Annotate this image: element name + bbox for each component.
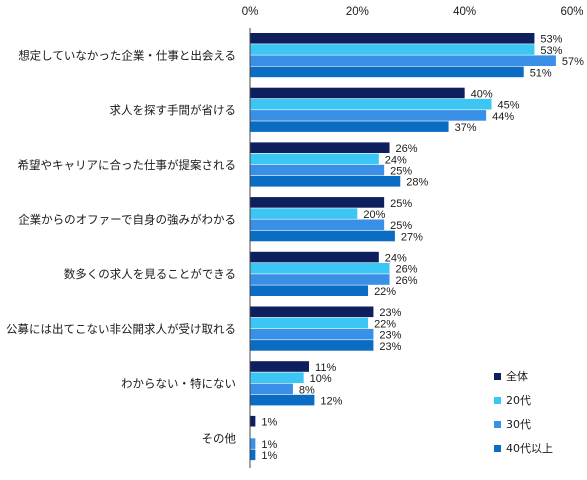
bar (250, 197, 385, 208)
x-tick-label: 40% (453, 6, 476, 18)
bar (250, 438, 256, 449)
legend-swatch (494, 421, 501, 428)
bar (250, 153, 379, 165)
bar (250, 219, 385, 231)
data-label: 25% (390, 220, 412, 232)
data-label: 44% (492, 111, 514, 123)
bar (250, 142, 390, 153)
bar (250, 87, 465, 99)
category-label: 企業からのオファーで自身の強みがわかる (18, 213, 236, 227)
data-label: 12% (320, 396, 342, 408)
x-tick-label: 20% (346, 6, 369, 18)
bar (250, 328, 374, 340)
legend-label: 全体 (506, 369, 528, 383)
category-label: 求人を探す手間が省ける (110, 103, 237, 117)
bar (250, 55, 556, 66)
data-label: 25% (390, 198, 412, 210)
data-label: 53% (540, 45, 562, 57)
data-label: 22% (374, 318, 396, 330)
data-label: 53% (540, 34, 562, 46)
bar (250, 176, 401, 187)
category-label: 希望やキャリアに合った仕事が提案される (18, 158, 237, 172)
bar (250, 230, 395, 242)
bar (250, 449, 256, 461)
bar (250, 394, 315, 406)
data-label: 28% (406, 177, 428, 189)
data-label: 26% (396, 275, 418, 287)
data-label: 40% (471, 88, 493, 100)
data-label: 27% (401, 231, 423, 243)
data-label: 1% (261, 450, 277, 462)
bar (250, 110, 487, 121)
bar (250, 121, 449, 132)
data-label: 1% (261, 417, 277, 429)
bar (250, 208, 358, 219)
data-label: 57% (562, 56, 584, 68)
bar (250, 263, 390, 274)
data-label: 25% (390, 166, 412, 178)
data-label: 45% (498, 100, 520, 112)
bar (250, 383, 293, 395)
data-label: 11% (315, 362, 336, 374)
bar (250, 372, 304, 383)
data-label: 22% (374, 286, 396, 298)
legend-swatch (494, 373, 501, 380)
bar (250, 317, 369, 329)
bar (250, 361, 310, 372)
category-label: 想定していなかった企業・仕事と出会える (18, 48, 236, 62)
bar (250, 44, 535, 55)
x-tick-label: 0% (242, 6, 259, 18)
legend-swatch (494, 397, 501, 404)
category-label: 公募には出てこない非公開求人が受け取れる (6, 322, 236, 336)
bar (250, 415, 256, 427)
bars (250, 33, 556, 461)
data-label: 1% (261, 439, 277, 451)
data-label: 26% (396, 264, 418, 276)
x-tick-label: 60% (560, 6, 583, 18)
bar (250, 306, 374, 318)
legend-swatch (494, 445, 501, 452)
category-labels: 想定していなかった企業・仕事と出会える求人を探す手間が省ける希望やキャリアに合っ… (6, 48, 236, 445)
data-label: 23% (379, 341, 401, 353)
bar (250, 66, 524, 78)
data-label: 23% (379, 307, 401, 319)
bar (250, 33, 535, 44)
bar (250, 340, 374, 351)
value-labels: 53%53%57%51%40%45%44%37%26%24%25%28%25%2… (261, 34, 584, 463)
data-label: 26% (396, 143, 418, 155)
legend-label: 20代 (506, 394, 531, 407)
bar (250, 274, 390, 285)
bar (250, 164, 385, 176)
category-label: 数多くの求人を見ることができる (64, 267, 236, 281)
bar (250, 251, 379, 263)
bar (250, 285, 369, 296)
data-label: 51% (530, 67, 552, 79)
data-label: 10% (310, 373, 332, 385)
x-axis-ticks: 0% 20% 40% 60% (242, 6, 584, 18)
data-label: 8% (299, 384, 315, 396)
category-label: わからない・特にない (121, 377, 236, 391)
legend-label: 40代以上 (506, 442, 553, 455)
data-label: 20% (363, 209, 385, 221)
data-label: 24% (385, 253, 407, 265)
data-label: 37% (455, 122, 477, 134)
legend-label: 30代 (506, 418, 531, 431)
data-label: 24% (385, 154, 407, 166)
data-label: 23% (379, 330, 401, 342)
category-label: その他 (202, 431, 237, 445)
legend: 全体 20代 30代 40代以上 (494, 369, 553, 455)
bar (250, 98, 492, 110)
